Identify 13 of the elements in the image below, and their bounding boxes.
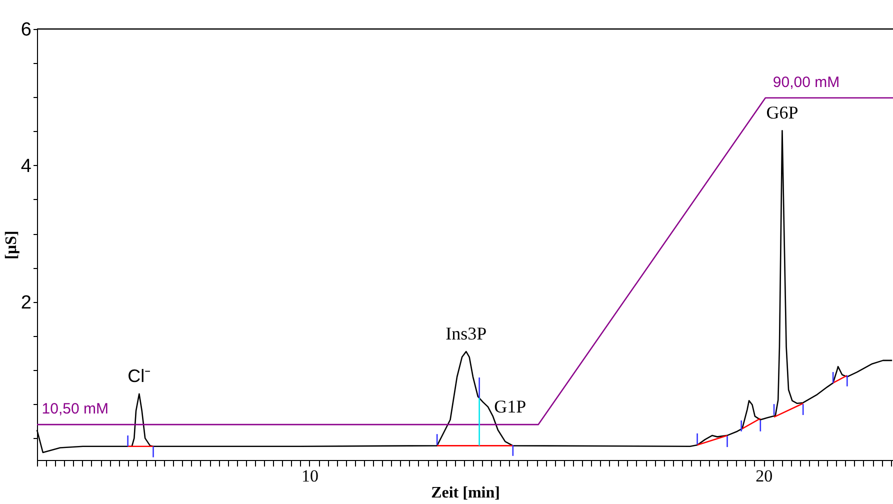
x-tick-label: 20: [756, 466, 773, 486]
y-tick-label: 4: [20, 156, 32, 177]
annotation: 90,00 mM: [772, 74, 840, 91]
y-tick-label: 2: [20, 292, 32, 314]
x-axis-title: Zeit [min]: [431, 484, 500, 502]
annotation: Ins3P: [446, 324, 487, 344]
annotation: G1P: [494, 396, 526, 417]
y-tick-label: 6: [20, 20, 32, 40]
annotation: G6P: [766, 102, 798, 123]
x-tick-label: 10: [301, 466, 318, 486]
annotation: 10,50 mM: [42, 400, 108, 418]
annotation: Cl⁻: [128, 366, 151, 386]
y-axis-title: [µS]: [2, 230, 20, 260]
